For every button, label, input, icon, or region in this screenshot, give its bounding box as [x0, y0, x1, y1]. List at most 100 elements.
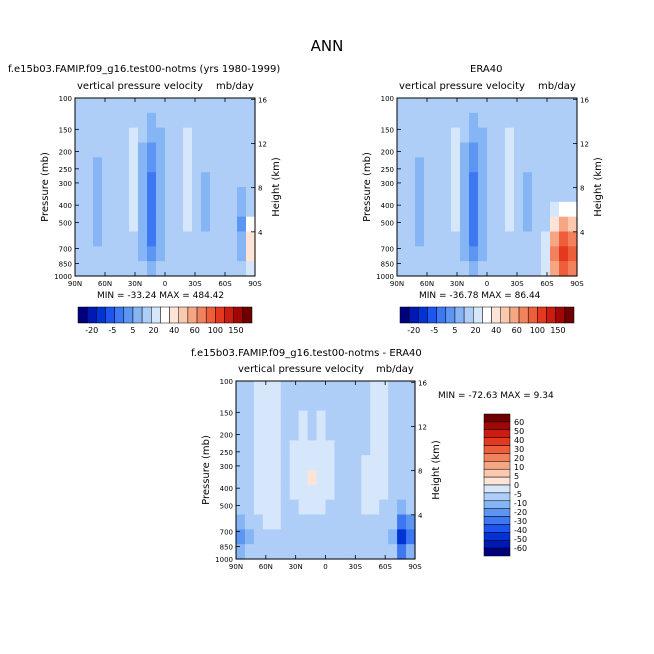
- panel3-cell: [289, 440, 300, 456]
- panel1-ytick-label: 1000: [54, 273, 72, 281]
- panel1-cell: [138, 98, 148, 114]
- panel1-cell: [138, 231, 148, 247]
- panel2-cell: [532, 112, 542, 129]
- panel3-cell: [307, 425, 318, 441]
- panel3-cell: [388, 514, 398, 530]
- panel3-cell: [271, 514, 282, 530]
- panel3-cell: [236, 470, 246, 486]
- panel3-cell: [388, 381, 398, 397]
- panel3-cell: [289, 425, 300, 441]
- panel3-ytick-label: 700: [220, 528, 233, 536]
- panel3-cell: [244, 381, 255, 397]
- panel1-cell: [192, 261, 202, 277]
- panel2-cell: [550, 112, 560, 129]
- panel2-colorbar-swatch: [436, 306, 447, 324]
- panel1-colorbar: -20 -5 5 20 40 60 100 150: [77, 306, 253, 335]
- panel3-cell: [370, 544, 380, 560]
- panel1-cell: [228, 261, 238, 277]
- panel1-cell: [129, 157, 139, 173]
- panel2-cell: [442, 157, 452, 173]
- panel2-cell: [397, 112, 407, 129]
- panel3-cell: [244, 529, 255, 545]
- panel1-cell: [120, 187, 130, 203]
- panel3-cell: [253, 470, 264, 486]
- panel3-cell: [343, 544, 353, 560]
- panel2-cell: [478, 172, 488, 188]
- panel2-cell: [397, 261, 407, 277]
- panel3-cell: [397, 395, 407, 412]
- panel1-colorbar-swatch: [123, 306, 134, 324]
- panel2-cell: [415, 157, 425, 173]
- panel1-cell: [228, 201, 238, 218]
- panel1-cell: [75, 261, 85, 277]
- panel2-xtick-label: 0: [485, 280, 489, 288]
- panel3-colorbar-swatch: [483, 445, 511, 454]
- panel3-cell: [271, 529, 282, 545]
- panel2-cell: [433, 187, 443, 203]
- panel3-cell: [236, 455, 246, 471]
- panel3-colorbar-label: 5: [514, 472, 519, 481]
- panel1-cell: [228, 127, 238, 144]
- panel3-cell: [361, 440, 371, 456]
- panel2-cell: [550, 187, 560, 203]
- panel1-cell: [228, 157, 238, 173]
- panel3-colorbar-label: -20: [514, 508, 527, 517]
- panel3-cell: [325, 455, 336, 471]
- panel3-cell: [280, 425, 291, 441]
- panel2-ytick-label: 850: [381, 260, 394, 268]
- panel1-ytick-label: 300: [59, 180, 72, 188]
- panel2-cell: [505, 98, 515, 114]
- panel1-cell: [165, 127, 175, 144]
- panel1-cell: [156, 201, 166, 218]
- panel1-colorbar-label: -20: [85, 326, 98, 335]
- panel3-cell: [397, 455, 407, 471]
- panel2-cell: [442, 112, 452, 129]
- panel1-cell: [192, 187, 202, 203]
- panel1-cell: [210, 216, 220, 233]
- panel3-colorbar-label: 50: [514, 427, 524, 436]
- panel3-cell: [361, 470, 371, 486]
- panel1-cell: [210, 231, 220, 247]
- panel1-cell: [192, 246, 202, 262]
- panel3-cell: [388, 440, 398, 456]
- panel3-cell: [379, 484, 389, 501]
- panel1-cell: [228, 98, 238, 114]
- panel1-cell: [129, 246, 139, 262]
- panel2-cell: [397, 231, 407, 247]
- panel2-cell: [460, 216, 470, 233]
- panel2-cell: [568, 157, 578, 173]
- panel1-ytick-label: 200: [59, 149, 72, 157]
- panel2-cell: [424, 142, 434, 158]
- panel1-cell: [174, 231, 184, 247]
- panel1-cell: [237, 157, 247, 173]
- panel3-cell: [271, 499, 282, 516]
- panel1-cell: [165, 187, 175, 203]
- panel2-cell: [550, 142, 560, 158]
- panel3-cell: [334, 470, 344, 486]
- panel1-cell: [84, 216, 94, 233]
- panel3-cell: [253, 440, 264, 456]
- panel3-cell: [334, 484, 344, 501]
- panel2-cell: [532, 127, 542, 144]
- panel2-cell: [523, 231, 533, 247]
- panel1-cell: [237, 246, 247, 262]
- panel3-cell: [280, 381, 291, 397]
- panel3-cell: [352, 440, 362, 456]
- panel3-cell: [361, 425, 371, 441]
- panel1-cell: [129, 216, 139, 233]
- panel1-cell: [129, 127, 139, 144]
- panel2-cell: [505, 261, 515, 277]
- panel2-cell: [496, 216, 506, 233]
- panel1-cell: [201, 201, 211, 218]
- panel2-cell: [433, 98, 443, 114]
- panel1-cell: [165, 246, 175, 262]
- panel1-cell: [138, 261, 148, 277]
- panel3-cell: [289, 381, 300, 397]
- panel3-cell: [388, 484, 398, 501]
- panel1-cell: [75, 112, 85, 129]
- panel1-cell: [147, 231, 157, 247]
- panel3-cell: [271, 410, 282, 427]
- panel2-cell: [469, 216, 479, 233]
- panel2-cell: [442, 201, 452, 218]
- panel1-cell: [201, 98, 211, 114]
